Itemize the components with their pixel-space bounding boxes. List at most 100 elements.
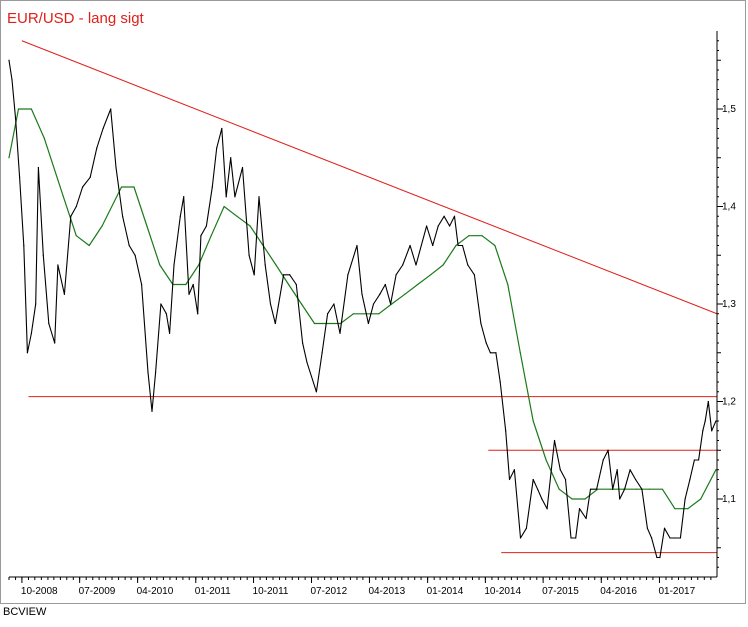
price-point bbox=[269, 303, 272, 305]
price-point bbox=[629, 469, 631, 471]
moving-average-point bbox=[687, 508, 689, 510]
price-point bbox=[30, 332, 33, 334]
x-tick-label: 07-2012 bbox=[310, 586, 347, 597]
price-point bbox=[326, 313, 329, 315]
moving-average-point bbox=[429, 274, 432, 276]
price-point bbox=[306, 361, 308, 364]
x-tick-label: 04-2013 bbox=[368, 586, 405, 597]
y-tick-label: 1,5 bbox=[722, 104, 736, 115]
price-point bbox=[154, 371, 157, 373]
price-point bbox=[589, 488, 592, 490]
price-point bbox=[553, 439, 556, 442]
price-point bbox=[525, 527, 528, 529]
x-tick-label: 04-2016 bbox=[600, 586, 637, 597]
price-point bbox=[197, 313, 199, 315]
price-point bbox=[200, 235, 202, 237]
price-point bbox=[248, 254, 250, 256]
price-point bbox=[42, 254, 44, 256]
price-point bbox=[669, 537, 671, 539]
x-tick-label: 07-2015 bbox=[542, 586, 579, 597]
price-point bbox=[11, 79, 13, 81]
price-point bbox=[704, 420, 706, 422]
price-point bbox=[315, 391, 317, 393]
moving-average-point bbox=[391, 303, 393, 305]
price-point bbox=[35, 303, 37, 305]
price-point bbox=[361, 293, 363, 295]
price-point bbox=[519, 537, 522, 539]
x-tick-label: 01-2017 bbox=[658, 586, 695, 597]
price-point bbox=[559, 469, 561, 471]
price-point bbox=[443, 215, 445, 217]
price-point bbox=[513, 469, 515, 471]
price-point bbox=[89, 176, 91, 178]
price-point bbox=[634, 478, 637, 481]
x-tick-label: 01-2014 bbox=[427, 586, 464, 597]
price-point bbox=[663, 527, 666, 529]
moving-average-point bbox=[661, 488, 664, 490]
price-point bbox=[183, 196, 185, 198]
price-point bbox=[333, 303, 335, 305]
moving-average-point bbox=[674, 508, 676, 510]
y-tick-label: 1,2 bbox=[722, 397, 736, 408]
moving-average-point bbox=[185, 283, 187, 286]
moving-average-point bbox=[101, 225, 103, 227]
moving-average-point bbox=[88, 244, 90, 247]
price-point bbox=[453, 215, 456, 217]
price-point bbox=[23, 244, 25, 247]
price-point bbox=[302, 342, 304, 344]
price-point bbox=[679, 537, 682, 539]
price-point bbox=[508, 478, 511, 481]
moving-average-point bbox=[622, 488, 625, 490]
price-point bbox=[128, 244, 130, 247]
price-point bbox=[8, 59, 10, 61]
price-point bbox=[75, 205, 77, 208]
moving-average-point bbox=[159, 264, 161, 266]
price-point bbox=[179, 215, 181, 217]
price-point bbox=[702, 430, 704, 432]
y-axis: 1,1 1,2 1,3 1,4 1,5 bbox=[716, 31, 736, 577]
moving-average-point bbox=[597, 488, 599, 490]
price-point bbox=[457, 244, 459, 247]
price-point bbox=[264, 264, 266, 266]
price-point bbox=[715, 420, 717, 422]
price-point bbox=[134, 254, 136, 256]
moving-average-point bbox=[17, 108, 20, 110]
x-tick-label: 04-2010 bbox=[137, 586, 174, 597]
price-point bbox=[37, 166, 40, 169]
price-point bbox=[541, 498, 543, 500]
price-point bbox=[495, 352, 497, 354]
price-point bbox=[390, 303, 392, 305]
x-tick-label: 10-2008 bbox=[21, 586, 58, 597]
price-point bbox=[26, 352, 29, 354]
price-point bbox=[321, 352, 323, 354]
moving-average-point bbox=[133, 186, 135, 188]
moving-average-point bbox=[198, 264, 200, 266]
price-point bbox=[173, 264, 175, 266]
price-point bbox=[216, 147, 218, 149]
price-point bbox=[63, 293, 66, 295]
moving-average-point bbox=[404, 293, 406, 295]
x-tick-label: 10-2014 bbox=[484, 586, 521, 597]
y-tick-label: 1,1 bbox=[722, 494, 736, 505]
price-point bbox=[168, 332, 171, 334]
price-point bbox=[505, 430, 507, 432]
price-point bbox=[14, 118, 17, 120]
price-point bbox=[141, 283, 143, 286]
y-tick-label: 1,4 bbox=[722, 202, 736, 213]
price-point bbox=[575, 537, 577, 539]
price-point bbox=[432, 244, 434, 247]
moving-average-point bbox=[519, 352, 521, 354]
moving-average-point bbox=[223, 205, 225, 208]
trendline-1 bbox=[21, 40, 718, 315]
price-point bbox=[54, 342, 56, 344]
price-point bbox=[151, 410, 153, 412]
price-point bbox=[711, 430, 713, 432]
x-tick-label: 01-2011 bbox=[195, 586, 231, 597]
moving-average-point bbox=[532, 420, 534, 422]
price-point bbox=[57, 264, 59, 266]
price-point bbox=[347, 274, 349, 276]
moving-average-point bbox=[700, 498, 702, 500]
moving-average-point bbox=[584, 498, 586, 500]
moving-average-point bbox=[468, 235, 470, 237]
price-point bbox=[295, 283, 297, 286]
